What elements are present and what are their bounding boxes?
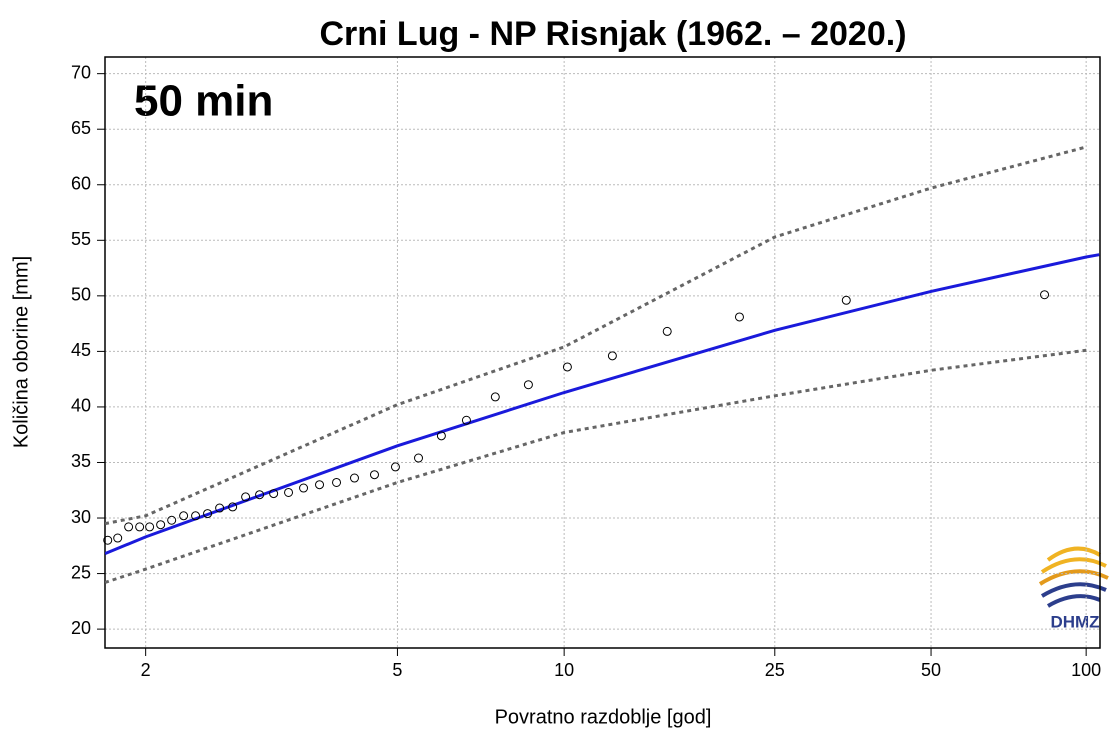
data-point xyxy=(167,515,177,525)
data-point xyxy=(523,380,533,390)
data-point xyxy=(179,511,189,521)
data-point xyxy=(461,415,471,425)
data-point xyxy=(315,480,325,490)
chart-title: Crni Lug - NP Risnjak (1962. – 2020.) xyxy=(319,15,906,53)
data-point xyxy=(284,487,294,497)
y-axis-label: Količina oborine [mm] xyxy=(10,256,32,448)
y-tick-label: 45 xyxy=(71,340,91,360)
x-tick-label: 10 xyxy=(554,660,574,680)
y-tick-label: 60 xyxy=(71,174,91,194)
data-point xyxy=(332,477,342,487)
y-tick-label: 35 xyxy=(71,451,91,471)
x-tick-label: 2 xyxy=(141,660,151,680)
annotation: 50 min xyxy=(134,77,273,126)
data-point xyxy=(1040,290,1050,300)
x-tick-label: 100 xyxy=(1071,660,1101,680)
data-point xyxy=(241,492,251,502)
y-tick-label: 70 xyxy=(71,62,91,82)
data-point xyxy=(299,483,309,493)
x-tick-label: 25 xyxy=(765,660,785,680)
plot-frame xyxy=(104,56,1101,649)
data-point xyxy=(255,490,265,500)
x-axis-label: Povratno razdoblje [god] xyxy=(495,706,712,728)
plot-area xyxy=(105,145,1100,584)
data-point xyxy=(662,326,672,336)
y-tick-label: 50 xyxy=(71,285,91,305)
data-point xyxy=(145,522,155,532)
confidence-line xyxy=(105,145,1087,526)
y-tick-label: 20 xyxy=(71,618,91,638)
x-tick-label: 5 xyxy=(392,660,402,680)
data-point xyxy=(414,453,424,463)
data-point xyxy=(156,520,166,530)
y-tick-label: 65 xyxy=(71,118,91,138)
data-point xyxy=(490,392,500,402)
data-point xyxy=(349,473,359,483)
confidence-line xyxy=(105,348,1087,584)
y-tick-label: 55 xyxy=(71,229,91,249)
data-point xyxy=(436,431,446,441)
data-point xyxy=(103,535,113,545)
logo-text: DHMZ xyxy=(1050,612,1099,631)
data-point xyxy=(191,511,201,521)
data-point xyxy=(124,522,134,532)
y-tick-label: 25 xyxy=(71,562,91,582)
data-point xyxy=(369,470,379,480)
data-point xyxy=(562,362,572,372)
data-point xyxy=(269,489,279,499)
y-tick-label: 30 xyxy=(71,507,91,527)
x-tick-label: 50 xyxy=(921,660,941,680)
data-point xyxy=(607,351,617,361)
data-point xyxy=(135,522,145,532)
data-point xyxy=(841,295,851,305)
data-point xyxy=(203,509,213,519)
logo: DHMZ xyxy=(1038,546,1109,631)
data-point xyxy=(734,312,744,322)
y-tick-label: 40 xyxy=(71,396,91,416)
data-point xyxy=(215,503,225,513)
data-point xyxy=(390,462,400,472)
data-point xyxy=(228,502,238,512)
data-point xyxy=(113,533,123,543)
fit-line xyxy=(105,253,1100,555)
